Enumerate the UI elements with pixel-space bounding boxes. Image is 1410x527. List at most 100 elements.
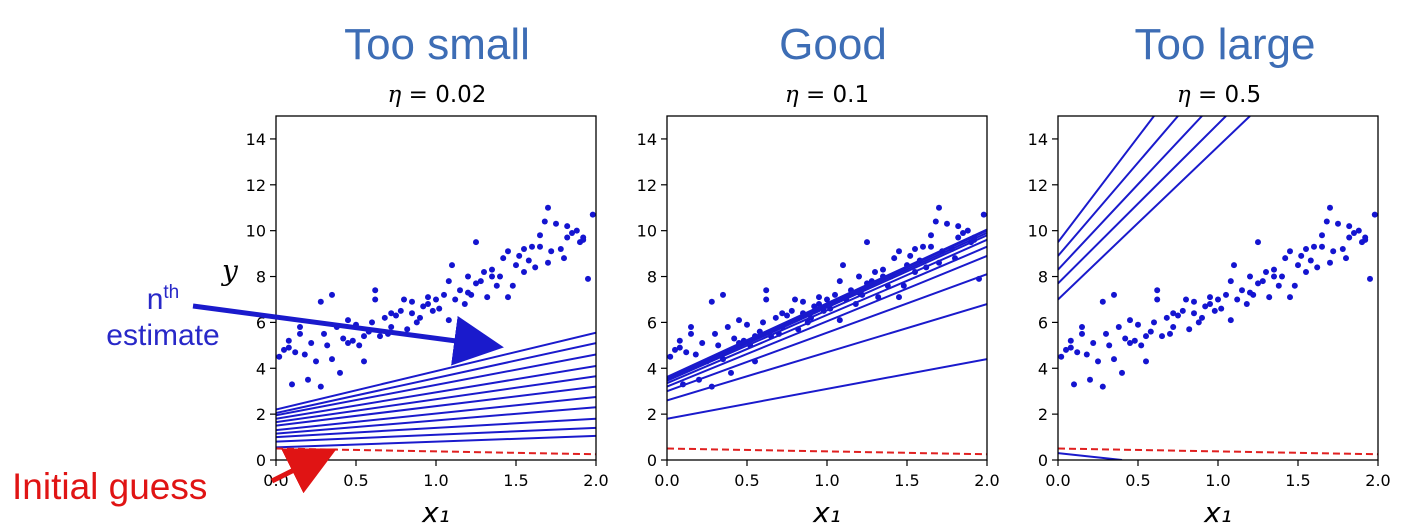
y-tick-label: 6 [256,313,266,332]
estimate-line [667,238,987,382]
data-point [445,278,452,285]
axes-frame [1057,115,1379,461]
data-point [1167,330,1173,337]
estimate-line [276,434,596,449]
y-tick-label: 8 [647,268,657,287]
data-point [285,344,292,351]
data-point [872,268,878,275]
data-point [301,351,308,358]
data-point [340,335,347,342]
data-point [836,317,843,324]
data-point [509,282,516,289]
chart-panel-3: 0.0 0.5 1.0 1.5 2.0 0 2 4 6 8 10 12 14 x₁ [1028,115,1391,527]
x-axis-label: x₁ [421,496,450,527]
heading-too-large: Too large [1134,20,1316,69]
data-point [1207,294,1213,301]
data-point [537,232,543,239]
data-point [1259,278,1266,285]
data-point [1119,369,1125,376]
data-point [1218,305,1225,312]
data-point [1291,282,1298,289]
data-point [1074,349,1081,356]
x-tick-label: 1.5 [894,471,919,490]
data-point [436,305,443,312]
data-point [896,248,902,255]
initial-guess-line [667,447,987,456]
data-point [816,294,822,301]
initial-guess-arrow [270,448,337,494]
data-point [1154,296,1161,303]
data-point [449,262,455,269]
data-point [548,248,555,255]
data-point [297,323,303,330]
data-point [712,330,718,337]
data-point [337,369,343,376]
data-point [856,273,862,280]
data-point [497,273,503,280]
estimate-label: estimate [106,319,220,352]
data-point [1115,323,1122,330]
x-tick-label: 2.0 [1365,471,1390,490]
data-point [500,255,507,262]
data-point [580,236,587,243]
data-point [932,218,939,225]
data-point [920,243,926,250]
data-point [493,282,500,289]
data-point [1199,314,1205,321]
x-axis-label: x₁ [1203,496,1232,527]
data-point [672,346,678,353]
data-point [1090,340,1097,347]
data-point [1147,328,1154,335]
data-point [465,289,471,296]
data-point [1339,246,1346,253]
heading-good: Good [779,20,887,69]
data-point [489,273,495,280]
y-tick-label: 10 [1028,222,1048,241]
data-point [429,307,436,314]
data-point [1175,312,1181,319]
data-point [1371,211,1378,218]
eta-symbol: η [387,82,402,108]
data-point [891,255,898,262]
data-point [513,262,519,269]
estimate-line [276,385,596,427]
data-point [1319,232,1325,239]
estimate-line [667,245,987,385]
data-point [420,303,427,310]
data-point [557,246,564,253]
data-point [928,243,934,250]
data-point [372,296,379,303]
y-tick-label: 2 [647,405,657,424]
data-point [1223,291,1229,298]
x-tick-label: 0.5 [734,471,759,490]
data-point [1323,218,1330,225]
data-point [445,317,452,324]
data-point [1186,326,1193,333]
data-point [505,248,511,255]
estimate-line [667,234,987,381]
y-axis-label: y [220,254,239,287]
data-point [763,296,770,303]
estimate-line [667,273,987,393]
data-point [361,333,367,340]
estimate-line [276,426,596,443]
nth-sup: th [163,282,180,303]
data-point [1346,223,1353,230]
estimate-line [276,364,596,420]
estimate-line [1058,116,1155,243]
data-point [1138,342,1145,349]
data-point [912,246,918,253]
data-point [960,229,966,236]
data-point [1111,291,1117,298]
data-point [516,252,523,259]
data-point [1295,262,1301,269]
data-point [1195,319,1202,326]
eta-symbol: η [784,82,799,108]
data-point [372,287,379,294]
data-point [388,310,395,317]
data-point [369,319,375,326]
y-tick-label: 4 [647,359,657,378]
data-point [840,262,846,269]
data-point [1131,337,1138,344]
